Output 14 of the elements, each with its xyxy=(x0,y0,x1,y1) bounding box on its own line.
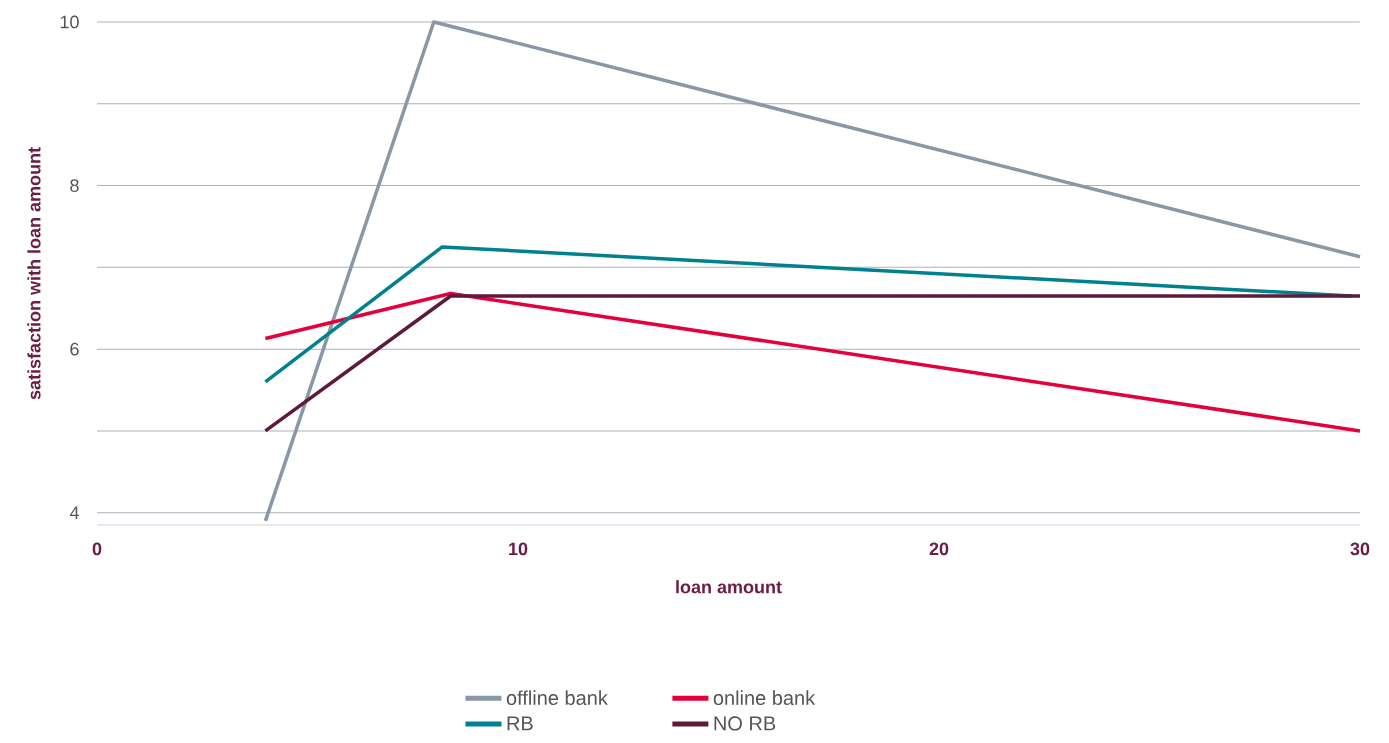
x-axis-title: loan amount xyxy=(676,580,782,594)
x-tick-label: 10 xyxy=(509,542,528,556)
x-tick-label: 0 xyxy=(92,542,102,556)
legend-label: RB xyxy=(507,716,533,731)
y-tick-label: 10 xyxy=(60,15,79,29)
x-tick-label: 20 xyxy=(929,542,949,556)
y-tick-label: 4 xyxy=(69,506,79,519)
legend-label: NO RB xyxy=(714,716,776,731)
y-axis-title: satisfaction with loan amount xyxy=(27,147,41,400)
y-tick-label: 6 xyxy=(70,342,79,356)
legend-label: online bank xyxy=(713,690,816,706)
y-tick-label: 8 xyxy=(70,179,79,192)
legend-label: offline bank xyxy=(506,690,608,706)
x-tick-label: 30 xyxy=(1350,542,1370,556)
